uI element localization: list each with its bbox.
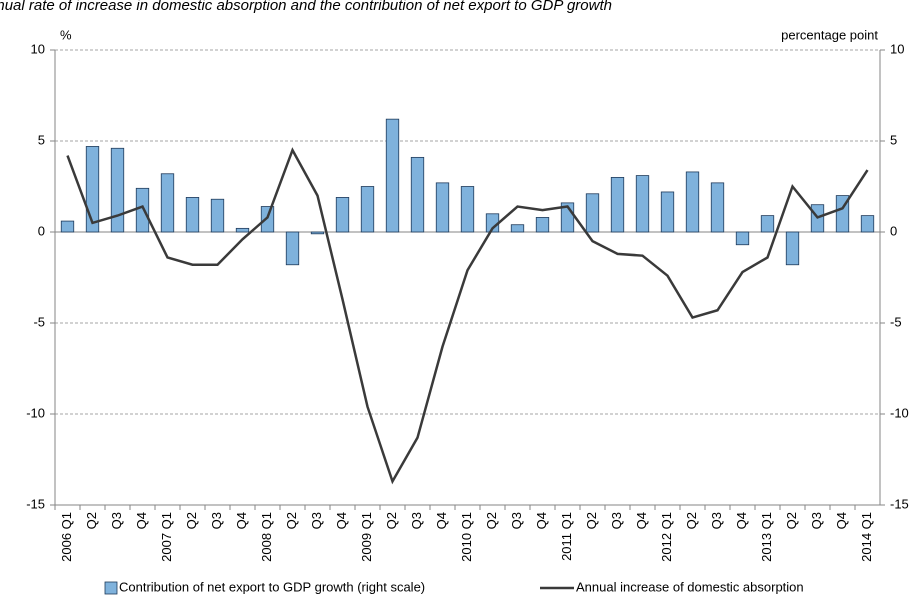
bar [335, 197, 350, 233]
y2-tick-label: -15 [890, 496, 909, 511]
x-tick-label: 2006 Q1 [59, 512, 74, 562]
x-tick-label: 2014 Q1 [859, 512, 874, 562]
bar [585, 193, 600, 233]
x-tick-label: 2007 Q1 [159, 512, 174, 562]
y2-tick-label: -10 [890, 405, 909, 420]
x-tick-label: Q2 [184, 512, 199, 529]
x-tick-label: Q4 [434, 512, 449, 529]
y2-tick-label: 10 [890, 41, 904, 56]
x-tick-label: Q3 [709, 512, 724, 529]
x-tick-label: Q4 [334, 512, 349, 529]
x-tick-label: Q3 [509, 512, 524, 529]
bar [510, 224, 525, 233]
x-tick-label: Q4 [134, 512, 149, 529]
y-tick-label: -5 [33, 314, 45, 329]
x-tick-label: Q2 [384, 512, 399, 529]
bar [60, 220, 75, 233]
y2-axis-unit: percentage point [781, 27, 878, 42]
x-tick-label: Q4 [534, 512, 549, 529]
bar [735, 231, 750, 246]
legend-swatch [104, 581, 118, 595]
bar [710, 182, 725, 233]
y-tick-label: 5 [38, 132, 45, 147]
x-tick-label: Q3 [809, 512, 824, 529]
x-tick-label: Q4 [634, 512, 649, 529]
x-tick-label: 2013 Q1 [759, 512, 774, 562]
x-tick-label: 2010 Q1 [459, 512, 474, 562]
x-tick-label: Q2 [84, 512, 99, 529]
bar [460, 186, 475, 233]
bar [635, 175, 650, 233]
bar [385, 118, 400, 233]
chart-title: Annual rate of increase in domestic abso… [0, 0, 612, 14]
bar [135, 187, 150, 233]
y-tick-label: -10 [26, 405, 45, 420]
x-tick-label: 2011 Q1 [559, 512, 574, 561]
x-tick-label: Q2 [284, 512, 299, 529]
bar [160, 173, 175, 233]
x-tick-label: Q2 [784, 512, 799, 529]
bar [85, 146, 100, 233]
x-tick-label: Q2 [584, 512, 599, 529]
bar [410, 156, 425, 233]
bar [285, 231, 300, 266]
bar [535, 217, 550, 233]
bar [185, 197, 200, 233]
y2-tick-label: -5 [890, 314, 902, 329]
y-tick-label: 0 [38, 223, 45, 238]
bar [685, 171, 700, 233]
y2-tick-label: 5 [890, 132, 897, 147]
y-tick-label: 10 [31, 41, 45, 56]
legend-label: Contribution of net export to GDP growth… [119, 579, 425, 594]
bar [235, 227, 250, 233]
bar [310, 231, 325, 235]
x-tick-label: Q3 [209, 512, 224, 529]
x-tick-label: 2012 Q1 [659, 512, 674, 562]
line [66, 147, 869, 485]
x-tick-label: Q3 [609, 512, 624, 529]
x-tick-label: Q4 [834, 512, 849, 529]
bar [110, 147, 125, 233]
x-tick-label: Q3 [109, 512, 124, 529]
x-tick-label: 2009 Q1 [359, 512, 374, 562]
y-tick-label: -15 [26, 496, 45, 511]
legend-label: Annual increase of domestic absorption [576, 579, 804, 594]
bar [435, 182, 450, 233]
bar [610, 176, 625, 233]
x-tick-label: Q4 [234, 512, 249, 529]
bar [260, 206, 275, 233]
bar [860, 215, 875, 233]
y2-tick-label: 0 [890, 223, 897, 238]
x-tick-label: Q2 [684, 512, 699, 529]
x-tick-label: 2008 Q1 [259, 512, 274, 562]
bar [210, 198, 225, 233]
x-tick-label: Q4 [734, 512, 749, 529]
x-tick-label: Q3 [309, 512, 324, 529]
bar [360, 186, 375, 233]
bar [760, 215, 775, 233]
bar [785, 231, 800, 266]
x-tick-label: Q3 [409, 512, 424, 529]
y-axis-unit: % [60, 27, 72, 42]
bar [660, 191, 675, 233]
x-tick-label: Q2 [484, 512, 499, 529]
